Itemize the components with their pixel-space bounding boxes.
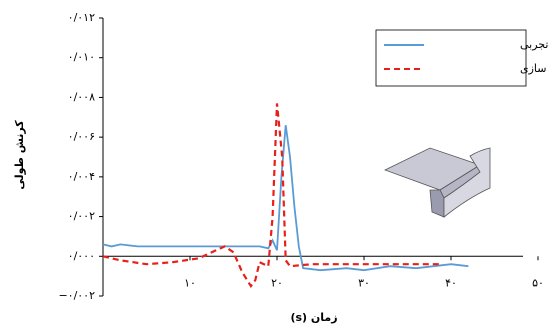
y-tick-label: ۰/۰۱۰	[68, 51, 95, 64]
inset-specimen	[385, 148, 490, 217]
y-tick-label: ۰/۰۰۰	[68, 249, 95, 262]
y-tick-label: ۰/۰۱۲	[68, 11, 95, 24]
x-tick-label: ۴۰	[445, 276, 457, 289]
y-tick-label: ۰/۰۰۶	[68, 130, 95, 143]
x-tick-label: ۳۰	[358, 276, 370, 289]
x-tick-label: ۵۰	[532, 276, 544, 289]
x-axis-label: زمان (s)	[290, 311, 337, 324]
y-tick-label: ۰/۰۰۴	[68, 170, 95, 183]
series-line	[103, 125, 468, 270]
y-tick-label: −۰/۰۰۲	[58, 289, 95, 302]
x-tick-label: ۱۰	[184, 276, 196, 289]
legend-label: آزمون تجربی	[520, 37, 548, 51]
y-tick-label: ۰/۰۰۸	[68, 90, 95, 103]
series-line	[103, 103, 442, 286]
legend-label: شبیه سازی	[520, 62, 548, 75]
chart: کرنش طولی زمان (s) −۰/۰۰۲ ۰/۰۰۰ ۰/۰۰۲ ۰/۰۰۴…	[0, 0, 548, 329]
x-tick-label: ۲۰	[271, 276, 283, 289]
y-axis-label: کرنش طولی	[13, 120, 26, 190]
y-tick-label: ۰/۰۰۲	[68, 210, 95, 223]
legend-box	[376, 30, 526, 86]
